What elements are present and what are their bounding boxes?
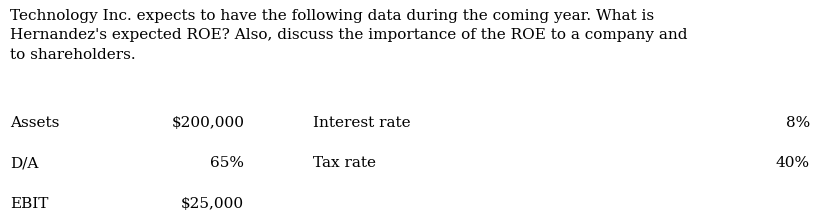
Text: Assets: Assets <box>10 116 60 129</box>
Text: D/A: D/A <box>10 156 38 170</box>
Text: 65%: 65% <box>210 156 244 170</box>
Text: 8%: 8% <box>785 116 809 129</box>
Text: $25,000: $25,000 <box>181 197 244 211</box>
Text: Tax rate: Tax rate <box>313 156 375 170</box>
Text: EBIT: EBIT <box>10 197 48 211</box>
Text: Interest rate: Interest rate <box>313 116 410 129</box>
Text: 40%: 40% <box>775 156 809 170</box>
Text: Technology Inc. expects to have the following data during the coming year. What : Technology Inc. expects to have the foll… <box>10 9 686 62</box>
Text: $200,000: $200,000 <box>171 116 244 129</box>
